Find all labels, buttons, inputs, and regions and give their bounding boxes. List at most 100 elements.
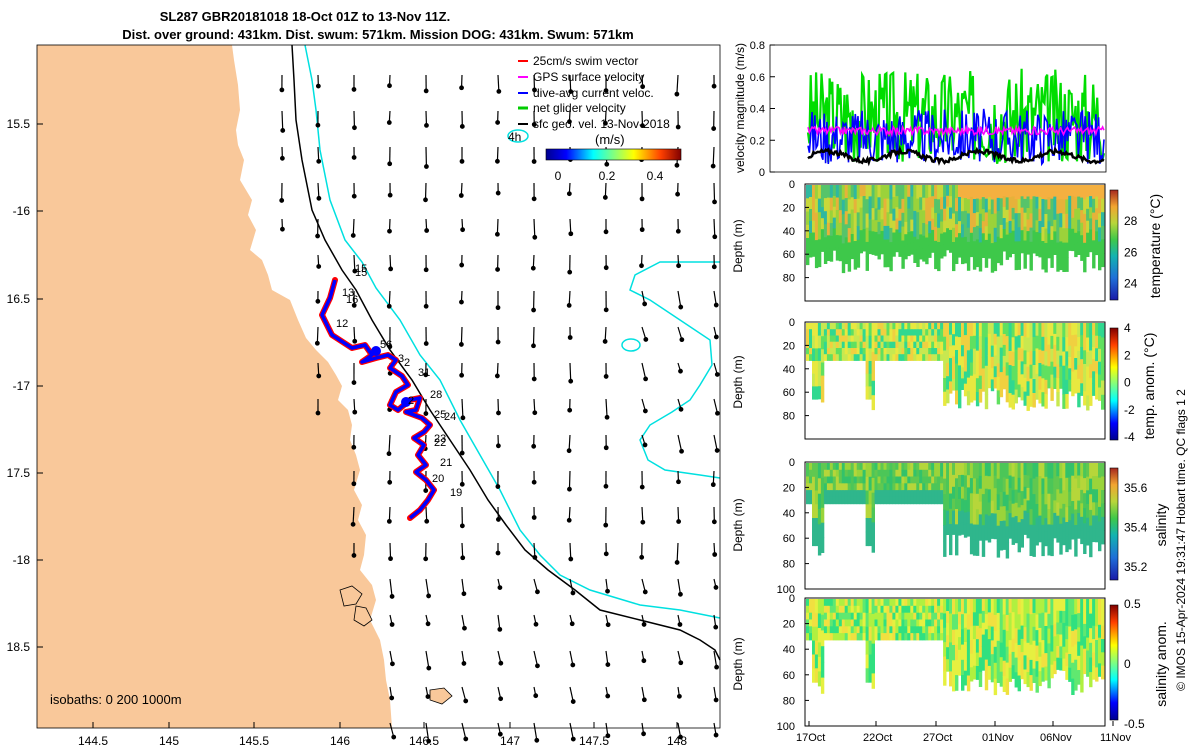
velocity-arrowhead <box>426 738 432 744</box>
heatmap-cell <box>847 199 852 215</box>
heatmap-cell <box>862 240 866 252</box>
heatmap-cell <box>990 612 995 628</box>
heatmap-cell <box>1092 625 1096 640</box>
heatmap-cell <box>919 246 923 260</box>
heatmap-cell <box>853 335 858 343</box>
heatmap-cell <box>1086 244 1090 257</box>
heatmap-cell <box>1026 337 1030 353</box>
heatmap-cell <box>823 237 828 251</box>
heatmap-cell <box>984 212 989 227</box>
heatmap-cell <box>829 248 834 262</box>
heatmap-cell <box>1050 540 1054 557</box>
heatmap-cell <box>937 341 941 349</box>
velocity-arrowhead <box>603 88 609 94</box>
heatmap-cell <box>1032 463 1036 480</box>
heatmap-cell <box>1068 599 1072 614</box>
heatmap-cell <box>949 369 953 382</box>
heatmap-cell <box>943 378 947 393</box>
heatmap-cell <box>1026 352 1030 368</box>
heatmap-cell <box>1080 371 1084 384</box>
heatmap-cell <box>943 364 947 379</box>
heatmap-cell <box>922 235 926 249</box>
heatmap-cell <box>1011 394 1015 410</box>
heatmap-cell <box>1065 185 1069 200</box>
heatmap-cell <box>1008 667 1012 682</box>
heatmap-cell <box>892 496 896 505</box>
heatmap-cell <box>922 341 926 349</box>
heatmap-cell <box>1047 185 1051 198</box>
heatmap-cell <box>835 329 840 336</box>
heatmap-cell <box>1011 625 1015 640</box>
heatmap-cell <box>841 619 846 627</box>
heatmap-cell <box>823 224 828 238</box>
heatmap-cell <box>1011 490 1015 505</box>
heatmap-cell <box>814 531 819 547</box>
heatmap-cell <box>1062 610 1066 624</box>
heatmap-cell <box>874 619 878 627</box>
heatmap-cell <box>1020 196 1024 209</box>
velocity-arrowhead <box>495 267 500 272</box>
heatmap-cell <box>823 490 828 498</box>
velocity-arrowhead <box>386 451 392 457</box>
heatmap-cell <box>990 356 995 369</box>
heatmap-cell <box>817 225 822 240</box>
heatmap-cell <box>1047 463 1051 479</box>
heatmap-cell <box>1044 214 1048 229</box>
heatmap-cell <box>928 245 932 258</box>
day-labels: 15 15 13 16 12 56 3 2 31 28 2 25 24 23 2… <box>336 263 462 499</box>
heatmap-cell <box>889 496 893 505</box>
heatmap-cell <box>859 612 863 620</box>
heatmap-cell <box>1086 490 1090 505</box>
heatmap-cell <box>880 626 884 634</box>
heatmap-cell <box>940 323 944 330</box>
heatmap-cell <box>883 323 887 330</box>
heatmap-cell <box>916 599 920 607</box>
heatmap-cell <box>1035 373 1039 387</box>
heatmap-cell <box>969 349 974 363</box>
heatmap-cell <box>865 504 869 519</box>
velocity-arrowhead <box>426 665 432 671</box>
heatmap-cell <box>892 354 896 361</box>
day-label: 19 <box>450 487 462 499</box>
map-legend: 25cm/s swim vector GPS surface velocity … <box>508 54 670 147</box>
heatmap-cell <box>1083 538 1087 554</box>
heatmap-cell <box>877 605 881 614</box>
heatmap-cell <box>1050 323 1054 337</box>
heatmap-cell <box>901 463 905 471</box>
heatmap-cell <box>844 198 849 212</box>
heatmap-cell <box>931 329 935 336</box>
heatmap-cell <box>949 207 953 220</box>
heatmap-cell <box>910 354 914 361</box>
heatmap-cell <box>928 496 932 505</box>
heatmap-cell <box>814 361 819 375</box>
heatmap-cell <box>1059 255 1063 271</box>
heatmap-cell <box>931 241 935 253</box>
heatmap-cell <box>1080 463 1084 477</box>
heatmap-cell <box>856 239 861 254</box>
heatmap-cell <box>895 476 899 484</box>
heatmap-cell <box>892 196 896 210</box>
heatmap-cell <box>1071 646 1075 664</box>
heatmap-cell <box>952 474 956 488</box>
heatmap-cell <box>1026 366 1030 382</box>
heatmap-cell <box>1014 502 1018 517</box>
heatmap-cell <box>862 490 866 498</box>
heatmap-cell <box>823 335 828 343</box>
heatmap-cell <box>913 341 917 349</box>
velocity-arrowhead <box>605 622 611 628</box>
heatmap-cell <box>916 605 920 614</box>
heatmap-cell <box>1089 525 1093 542</box>
heatmap-cell <box>859 476 863 484</box>
heatmap-cell <box>949 613 953 629</box>
heatmap-cell <box>1005 209 1010 223</box>
heatmap-cell <box>1062 323 1066 338</box>
heatmap-cell <box>1008 599 1012 614</box>
heatmap-cell <box>1074 540 1078 557</box>
heatmap-cell <box>877 476 881 484</box>
heatmap-cell <box>1071 371 1075 385</box>
heatmap-cell <box>1071 347 1075 360</box>
heatmap-cell <box>949 358 953 371</box>
heatmap-cell <box>814 348 819 362</box>
heatmap-cell <box>1086 381 1090 396</box>
heatmap-cell <box>1029 255 1033 271</box>
